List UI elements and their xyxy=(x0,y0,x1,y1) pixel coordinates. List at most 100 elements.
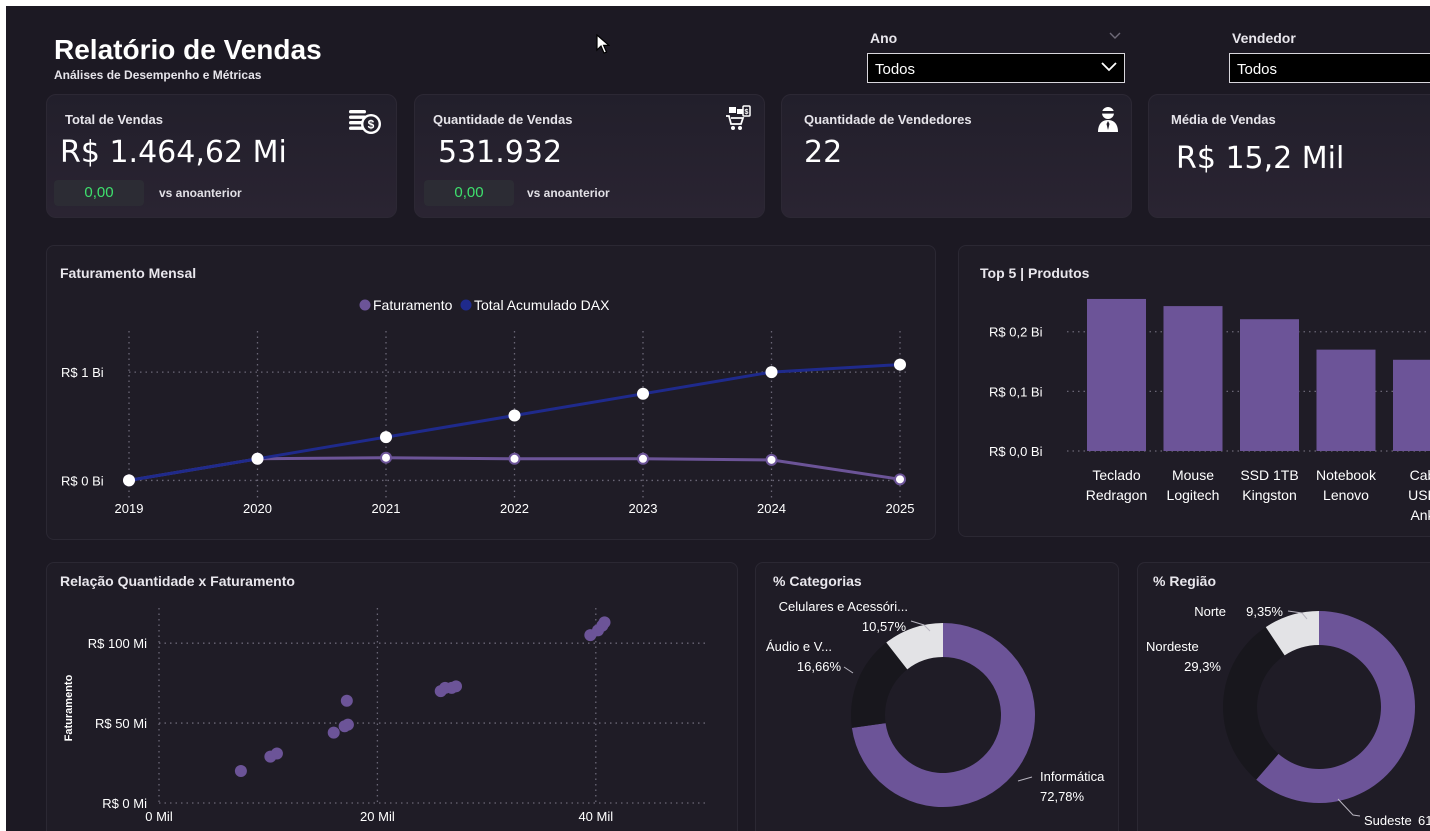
svg-text:$: $ xyxy=(368,118,375,132)
scatter-chart[interactable]: R$ 0 Mi R$ 50 Mi R$ 100 Mi 0 Mil 20 Mil 40 Mi… xyxy=(47,563,739,831)
panel-title: Faturamento Mensal xyxy=(60,265,197,281)
donut-categorias-chart[interactable]: Informática 72,78% Áudio e V... 16,66% Celul… xyxy=(756,563,1120,831)
x-tick-label: 2024 xyxy=(757,501,786,516)
scatter-point xyxy=(270,747,283,760)
kpi-delta-text: vs anoanterior xyxy=(527,186,610,200)
data-point-acumulado xyxy=(765,366,778,379)
donut-slice xyxy=(851,623,1035,807)
kpi-label: Total de Vendas xyxy=(65,112,164,127)
panel-title: Relação Quantidade x Faturamento xyxy=(60,573,295,589)
kpi-value: R$ 15,2 Mil xyxy=(1176,141,1345,176)
kpi-card-quantidade-vendas: Quantidade de Vendas $ 531.932 0,00 vs a… xyxy=(414,94,765,218)
slice-value-label: 72,78% xyxy=(1040,789,1085,804)
data-point-acumulado xyxy=(508,409,521,422)
x-tick-label: Redragon xyxy=(1086,487,1148,503)
leader-line xyxy=(843,666,854,674)
x-tick-label: 0 Mil xyxy=(145,809,173,824)
svg-text:$: $ xyxy=(745,109,749,116)
page-title: Relatório de Vendas xyxy=(54,34,322,65)
legend-marker xyxy=(460,299,472,311)
x-tick-label: Lenovo xyxy=(1323,487,1369,503)
chevron-down-icon xyxy=(1101,62,1117,72)
report-canvas: Relatório de Vendas Análises de Desempen… xyxy=(6,6,1430,831)
slice-name-label: Celulares e Acessóri... xyxy=(779,599,908,614)
scatter-point xyxy=(341,718,354,731)
x-tick-label: Mouse xyxy=(1172,467,1214,483)
data-point-faturamento xyxy=(508,452,521,465)
data-point-faturamento xyxy=(765,453,778,466)
data-point-acumulado xyxy=(637,387,649,400)
data-point-acumulado xyxy=(251,452,264,465)
bar xyxy=(1087,298,1146,451)
kpi-delta-badge: 0,00 xyxy=(54,180,144,206)
bar xyxy=(1393,359,1430,451)
scatter-chart-panel: Relação Quantidade x Faturamento R$ 0 Mi… xyxy=(46,562,738,831)
leader-line xyxy=(910,620,931,632)
x-tick-label: Logitech xyxy=(1167,487,1220,503)
kpi-card-total-vendas: Total de Vendas $ R$ 1.464,62 Mi 0,00 vs… xyxy=(46,94,397,218)
x-tick-label: Notebook xyxy=(1316,467,1377,483)
filter-vendedor-value: Todos xyxy=(1237,61,1278,78)
x-tick-label: Kingston xyxy=(1242,487,1296,503)
x-tick-label: 20 Mil xyxy=(360,809,395,824)
kpi-label: Quantidade de Vendedores xyxy=(804,112,972,127)
y-tick-label: R$ 0 Bi xyxy=(61,473,104,488)
slice-value-label: 16,66% xyxy=(797,659,842,674)
donut-slice xyxy=(886,623,943,670)
x-tick-label: 40 Mil xyxy=(578,809,613,824)
x-tick-label: Ank xyxy=(1410,507,1430,523)
x-tick-label: USB xyxy=(1408,487,1430,503)
donut-slice xyxy=(1256,611,1415,803)
kpi-delta-text: vs anoanterior xyxy=(159,186,242,200)
filter-ano-dropdown[interactable]: Todos xyxy=(867,53,1125,83)
data-point-faturamento xyxy=(894,473,906,486)
donut-regiao-panel: % Região Sudeste 61 Nordeste 29,3% Norte 9,35… xyxy=(1137,562,1430,831)
bar xyxy=(1240,319,1299,451)
slice-name-label: Nordeste xyxy=(1146,639,1199,654)
slice-name-label: Informática xyxy=(1040,769,1105,784)
slice-name-label: Áudio e V... xyxy=(766,639,832,654)
kpi-card-media-vendas: Média de Vendas R$ 15,2 Mil xyxy=(1148,94,1430,218)
scatter-point xyxy=(450,680,463,693)
panel-title: Top 5 | Produtos xyxy=(980,265,1090,281)
slice-value-label: 9,35% xyxy=(1246,604,1283,619)
coins-icon: $ xyxy=(349,110,381,134)
x-tick-label: 2020 xyxy=(243,501,272,516)
x-tick-label: 2019 xyxy=(115,501,144,516)
donut-categorias-panel: % Categorias Informática 72,78% Áudio e V.… xyxy=(755,562,1119,831)
y-tick-label: R$ 0,0 Bi xyxy=(989,444,1043,459)
y-tick-label: R$ 50 Mi xyxy=(95,716,147,731)
leader-line xyxy=(1287,610,1308,620)
chevron-down-icon[interactable] xyxy=(1109,32,1121,40)
data-point-acumulado xyxy=(894,358,906,371)
slice-value-label: 10,57% xyxy=(862,619,907,634)
scatter-point xyxy=(234,765,247,778)
salesperson-icon xyxy=(1098,107,1118,132)
bar-chart[interactable]: R$ 0,0 Bi R$ 0,1 Bi R$ 0,2 Bi Teclado Redrag… xyxy=(959,246,1430,538)
x-tick-label: Teclado xyxy=(1092,467,1140,483)
legend-label: Faturamento xyxy=(373,297,453,313)
leader-line xyxy=(1337,798,1361,817)
x-tick-label: 2023 xyxy=(629,501,658,516)
y-tick-label: R$ 100 Mi xyxy=(88,636,147,651)
filter-vendedor-dropdown[interactable]: Todos xyxy=(1229,53,1430,83)
donut-slice xyxy=(851,642,908,728)
kpi-label: Média de Vendas xyxy=(1171,112,1276,127)
slice-name-label: Norte xyxy=(1194,604,1226,619)
x-tick-label: SSD 1TB xyxy=(1240,467,1298,483)
filter-ano-label: Ano xyxy=(870,30,898,46)
donut-slice xyxy=(1265,611,1319,656)
y-tick-label: R$ 0,2 Bi xyxy=(989,325,1043,340)
slice-name-label: Sudeste xyxy=(1364,813,1412,828)
scatter-point xyxy=(327,726,340,739)
bar-chart-panel: Top 5 | Produtos R$ 0,0 Bi R$ 0,1 Bi R$ 0,… xyxy=(958,245,1430,537)
legend-marker xyxy=(359,299,371,311)
line-chart[interactable]: 2019 2020 2021 2022 2023 2024 2025 R$ 0 Bi R$ 1 … xyxy=(47,246,937,541)
x-tick-label: 2025 xyxy=(886,501,915,516)
panel-title: % Região xyxy=(1153,573,1217,589)
kpi-delta-badge: 0,00 xyxy=(424,180,514,206)
scatter-point xyxy=(340,694,353,707)
donut-regiao-chart[interactable]: Sudeste 61 Nordeste 29,3% Norte 9,35% xyxy=(1138,563,1430,831)
bar xyxy=(1316,349,1376,451)
scatter-point xyxy=(598,616,611,629)
